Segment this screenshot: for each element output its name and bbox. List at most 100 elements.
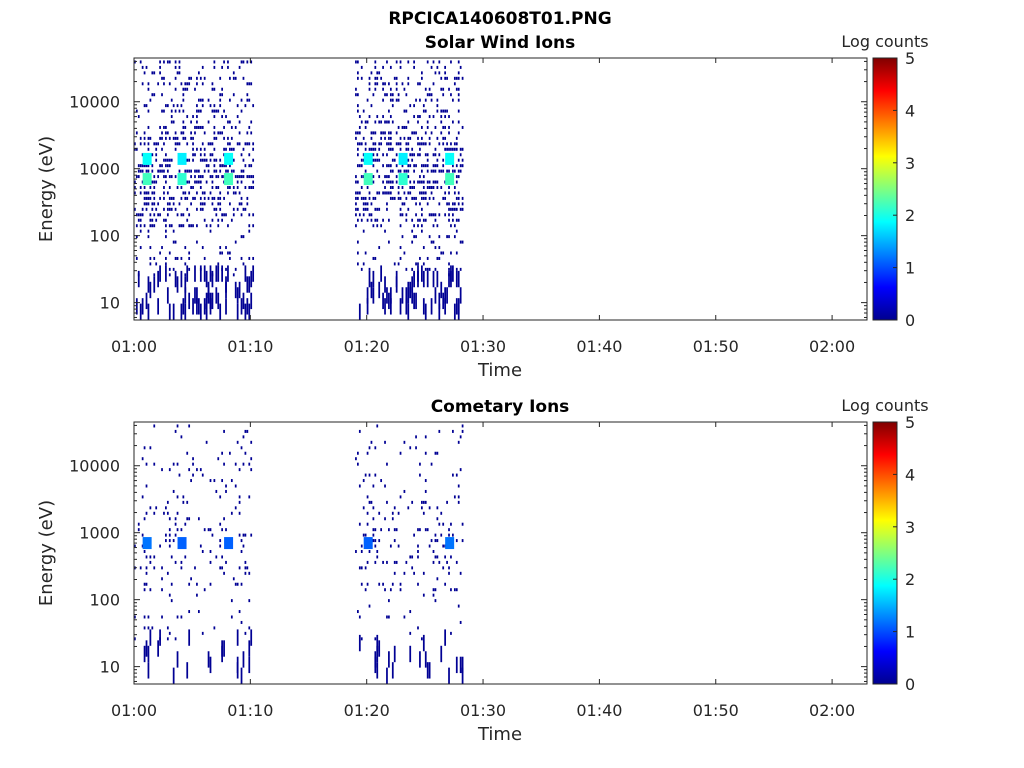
spectrogram-cell — [401, 164, 404, 168]
spectrogram-cell — [403, 136, 406, 140]
spectrogram-cell — [221, 265, 224, 282]
spectrogram-cell — [165, 131, 167, 135]
spectrogram-cell — [141, 533, 144, 537]
spectrogram-cell — [196, 287, 198, 304]
spectrogram-cell — [430, 240, 433, 244]
spectrogram-cell — [424, 489, 427, 493]
spectrogram-cell — [246, 142, 249, 146]
spectrogram-cell — [168, 539, 171, 543]
peak-cell — [363, 152, 373, 165]
spectrogram-cell — [217, 175, 220, 179]
spectrogram-cell — [442, 142, 445, 146]
spectrogram-cell — [388, 120, 390, 124]
spectrogram-cell — [426, 93, 429, 97]
spectrogram-cell — [232, 273, 235, 277]
spectrogram-cell — [355, 202, 357, 206]
spectrogram-cell — [240, 582, 243, 586]
spectrogram-cell — [413, 185, 415, 189]
spectrogram-cell — [461, 196, 464, 200]
spectrogram-cell — [188, 629, 191, 646]
spectrogram-cell — [236, 104, 239, 108]
spectrogram-cell — [151, 218, 154, 222]
spectrogram-cell — [153, 566, 156, 570]
spectrogram-cell — [234, 125, 237, 129]
spectrogram-cell — [357, 218, 359, 222]
spectrogram-cell — [182, 495, 185, 499]
spectrogram-cell — [174, 256, 177, 260]
spectrogram-cell — [176, 213, 179, 217]
spectrogram-cell — [161, 468, 163, 472]
spectrogram-cell — [223, 571, 225, 575]
spectrogram-cell — [446, 235, 448, 239]
spectrogram-cell — [407, 175, 410, 179]
spectrogram-cell — [413, 180, 415, 184]
spectrogram-cell — [149, 224, 152, 228]
spectrogram-cell — [411, 276, 414, 293]
spectrogram-cell — [415, 435, 417, 439]
spectrogram-cell — [442, 292, 445, 310]
spectrogram-cell — [182, 120, 185, 124]
spectrogram-cell — [199, 202, 202, 206]
spectrogram-cell — [143, 645, 146, 663]
spectrogram-cell — [417, 265, 419, 282]
spectrogram-cell — [201, 549, 204, 553]
spectrogram-cell — [417, 582, 419, 586]
spectrogram-cell — [448, 169, 450, 173]
spectrogram-cell — [232, 158, 235, 162]
spectrogram-cell — [230, 615, 233, 619]
spectrogram-cell — [382, 191, 384, 195]
spectrogram-cell — [196, 104, 198, 108]
spectrogram-cell — [457, 87, 460, 91]
spectrogram-cell — [355, 213, 357, 217]
peak-cell — [398, 152, 408, 165]
spectrogram-cell — [368, 270, 371, 288]
spectrogram-cell — [225, 276, 227, 293]
spectrogram-cell — [401, 213, 404, 217]
spectrogram-cell — [411, 240, 414, 244]
spectrogram-cell — [378, 246, 381, 250]
spectrogram-cell — [360, 544, 363, 548]
spectrogram-cell — [143, 196, 146, 200]
spectrogram-cell — [457, 60, 460, 64]
spectrogram-cell — [143, 191, 146, 195]
spectrogram-cell — [168, 207, 171, 211]
spectrogram-cell — [382, 560, 384, 564]
spectrogram-cell — [355, 131, 357, 135]
spectrogram-cell — [455, 473, 458, 477]
spectrogram-cell — [223, 180, 225, 184]
spectrogram-cell — [188, 468, 191, 472]
spectrogram-cell — [355, 93, 357, 97]
spectrogram-cell — [374, 446, 377, 450]
spectrogram-cell — [248, 153, 251, 157]
spectrogram-cell — [448, 218, 450, 222]
spectrogram-cell — [161, 566, 163, 570]
spectrogram-cell — [374, 218, 377, 222]
spectrogram-cell — [386, 560, 388, 564]
spectrogram-cell — [378, 207, 381, 211]
spectrogram-cell — [413, 571, 415, 575]
spectrogram-cell — [446, 142, 448, 146]
spectrogram-cell — [357, 131, 359, 135]
spectrogram-cell — [194, 131, 196, 135]
spectrogram-cell — [461, 240, 464, 244]
spectrogram-cell — [362, 207, 365, 211]
spectrogram-cell — [432, 549, 435, 553]
spectrogram-cell — [192, 196, 194, 200]
spectrogram-cell — [444, 555, 447, 559]
spectrogram-cell — [459, 164, 462, 168]
spectrogram-cell — [166, 626, 169, 630]
spectrogram-cell — [411, 147, 414, 151]
spectrogram-cell — [145, 484, 148, 488]
spectrogram-cell — [395, 270, 398, 288]
spectrogram-cell — [364, 142, 367, 146]
spectrogram-cell — [168, 251, 171, 255]
spectrogram-cell — [217, 265, 220, 282]
spectrogram-cell — [357, 164, 359, 168]
spectrogram-cell — [419, 98, 421, 102]
spectrogram-cell — [246, 298, 249, 315]
spectrogram-cell — [143, 588, 146, 592]
spectrogram-cell — [424, 500, 427, 504]
spectrogram-cell — [442, 87, 445, 91]
spectrogram-cell — [455, 87, 458, 91]
